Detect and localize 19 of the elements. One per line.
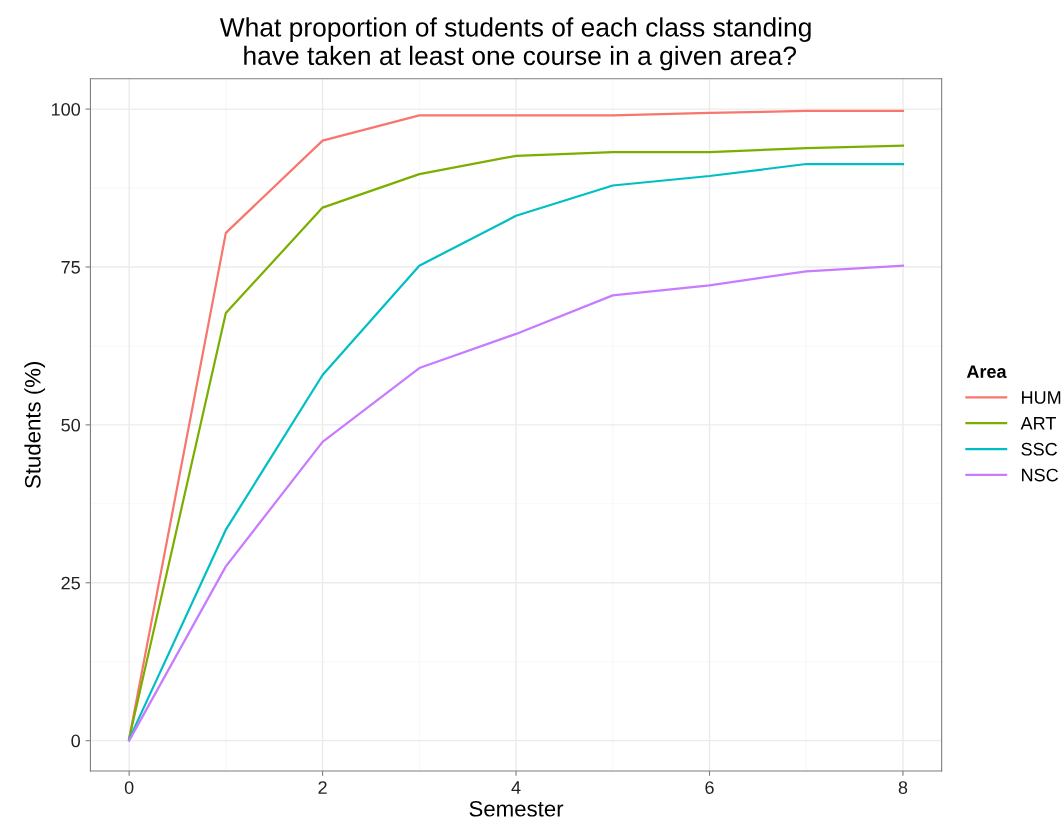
x-tick-label: 2: [318, 781, 327, 794]
x-tick-label: 0: [124, 781, 134, 794]
chart-title: What proportion of students of each class standing have taken at least one course in a given area?: [219, 17, 811, 71]
x-tick-label: 8: [898, 781, 908, 794]
y-tick-label: 25: [61, 576, 80, 590]
legend-label: HUM: [1022, 391, 1061, 404]
y-tick-label: 75: [61, 261, 80, 274]
y-tick-label: 0: [71, 734, 81, 748]
y-axis-title: Students (%): [24, 362, 46, 489]
legend-label: SSC: [1021, 442, 1058, 456]
y-tick-label: 50: [61, 418, 81, 432]
legend-label: ART: [1020, 417, 1056, 430]
x-tick-label: 6: [705, 781, 714, 794]
legend-title: Area: [966, 365, 1007, 378]
legend-label: NSC: [1022, 468, 1058, 482]
x-axis-title: Semester: [469, 800, 564, 817]
y-tick-label: 100: [51, 103, 81, 116]
line-series: [128, 264, 905, 742]
x-tick-label: 4: [511, 781, 521, 794]
